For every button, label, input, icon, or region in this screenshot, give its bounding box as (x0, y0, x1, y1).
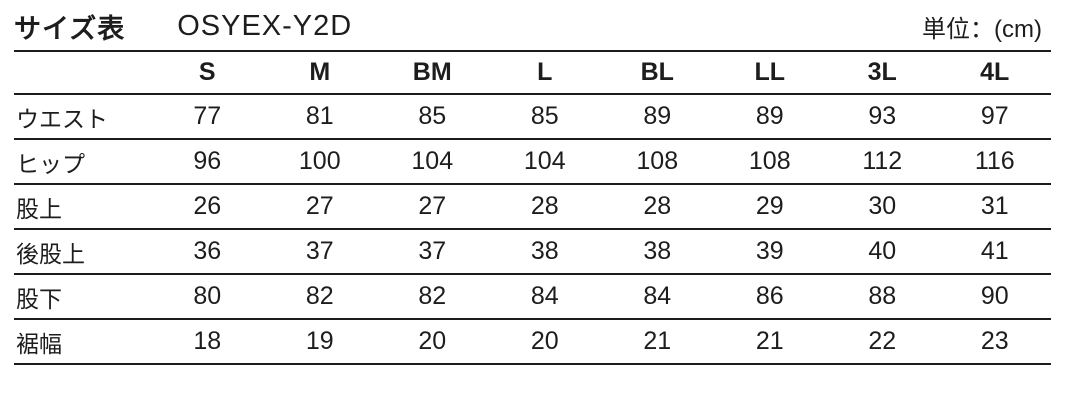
title-bar: サイズ表 OSYEX-Y2D 単位：(cm) (0, 0, 1066, 50)
size-value-cell: 38 (643, 237, 672, 265)
size-value-cell: 18 (193, 327, 222, 355)
size-value-cell: 97 (980, 102, 1009, 130)
table-row-hem-width: 裾幅 18 19 20 20 21 21 22 23 (14, 319, 1051, 364)
size-value-cell: 112 (862, 147, 903, 175)
size-value-cell: 100 (298, 147, 341, 175)
size-value-cell: 81 (305, 102, 334, 130)
size-table: S M BM L BL LL 3L 4L ウエスト 77 81 85 85 89… (14, 50, 1051, 365)
row-label: 股下 (16, 285, 62, 312)
row-label: 後股上 (16, 240, 85, 267)
size-column-header-bm: BM (412, 58, 452, 86)
size-column-header-s: S (198, 58, 216, 86)
size-value-cell: 27 (418, 192, 447, 220)
size-value-cell: 85 (418, 102, 447, 130)
size-value-cell: 104 (523, 147, 566, 175)
size-value-cell: 88 (868, 282, 897, 310)
size-value-cell: 27 (305, 192, 334, 220)
size-value-cell: 104 (411, 147, 454, 175)
table-row-back-rise: 後股上 36 37 37 38 38 39 40 41 (14, 229, 1051, 274)
size-column-header-3l: 3L (867, 58, 897, 86)
size-value-cell: 41 (980, 237, 1009, 265)
size-value-cell: 93 (868, 102, 897, 130)
table-row-inseam: 股下 80 82 82 84 84 86 88 90 (14, 274, 1051, 319)
size-value-cell: 108 (636, 147, 679, 175)
size-value-cell: 19 (305, 327, 334, 355)
size-value-cell: 28 (643, 192, 672, 220)
size-value-cell: 82 (305, 282, 334, 310)
row-label: 裾幅 (16, 330, 62, 357)
size-value-cell: 36 (193, 237, 222, 265)
unit-label: 単位：(cm) (922, 15, 1042, 43)
size-value-cell: 26 (193, 192, 222, 220)
size-value-cell: 84 (643, 282, 672, 310)
size-value-cell: 22 (868, 327, 897, 355)
size-value-cell: 30 (868, 192, 897, 220)
size-column-header-bl: BL (640, 58, 674, 86)
size-value-cell: 21 (755, 327, 784, 355)
size-value-cell: 31 (980, 192, 1009, 220)
size-value-cell: 21 (643, 327, 672, 355)
size-value-cell: 116 (974, 147, 1015, 175)
size-value-cell: 20 (530, 327, 559, 355)
row-label: ウエスト (16, 105, 108, 132)
size-value-cell: 38 (530, 237, 559, 265)
size-value-cell: 39 (755, 237, 784, 265)
size-column-header-ll: LL (754, 58, 786, 86)
size-value-cell: 23 (980, 327, 1009, 355)
size-value-cell: 84 (530, 282, 559, 310)
table-row-waist: ウエスト 77 81 85 85 89 89 93 97 (14, 94, 1051, 139)
size-header-row: S M BM L BL LL 3L 4L (14, 51, 1051, 94)
size-value-cell: 80 (193, 282, 222, 310)
product-code: OSYEX-Y2D (177, 9, 353, 42)
size-value-cell: 108 (748, 147, 791, 175)
size-column-header-m: M (309, 58, 331, 86)
size-value-cell: 77 (193, 102, 222, 130)
size-column-header-l: L (537, 58, 553, 86)
row-label: 股上 (16, 195, 62, 222)
size-value-cell: 89 (643, 102, 672, 130)
size-value-cell: 29 (755, 192, 784, 220)
size-value-cell: 37 (305, 237, 334, 265)
size-value-cell: 86 (755, 282, 784, 310)
size-value-cell: 37 (418, 237, 447, 265)
corner-cell (14, 51, 151, 94)
size-value-cell: 20 (418, 327, 447, 355)
table-row-hip: ヒップ 96 100 104 104 108 108 112 116 (14, 139, 1051, 184)
table-row-rise: 股上 26 27 27 28 28 29 30 31 (14, 184, 1051, 229)
size-value-cell: 90 (980, 282, 1009, 310)
size-value-cell: 82 (418, 282, 447, 310)
size-value-cell: 96 (193, 147, 222, 175)
size-value-cell: 28 (530, 192, 559, 220)
size-column-header-4l: 4L (980, 58, 1010, 86)
size-value-cell: 40 (868, 237, 897, 265)
page-title: サイズ表 (14, 13, 126, 44)
size-value-cell: 85 (530, 102, 559, 130)
size-value-cell: 89 (755, 102, 784, 130)
row-label: ヒップ (16, 150, 85, 177)
